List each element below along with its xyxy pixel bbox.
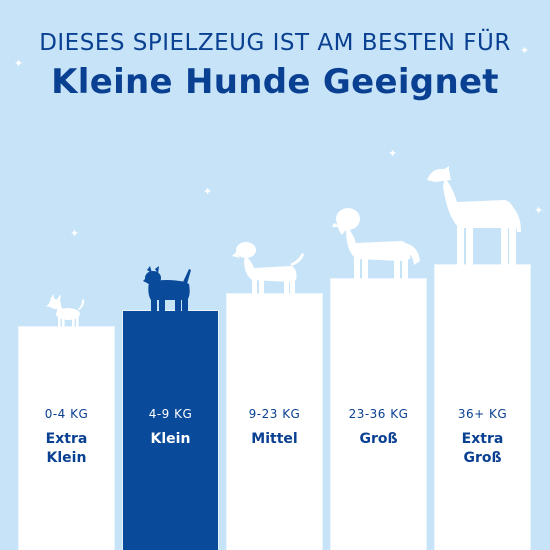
weight-range-label: 36+ KG <box>457 407 508 421</box>
weight-range-label: 0-4 KG <box>44 407 89 421</box>
bark-logo: BARK <box>447 500 514 524</box>
size-column-klein: 4-9 KG Klein <box>123 311 218 550</box>
size-column-mittel: 9-23 KG Mittel <box>227 294 322 550</box>
size-name-label: Mittel <box>251 431 298 447</box>
fluffy-dog-icon <box>332 208 420 281</box>
weight-range-label: 4-9 KG <box>148 407 193 421</box>
size-name-label: Groß <box>359 431 398 447</box>
terrier-icon <box>143 266 191 312</box>
star-icon: ✦ <box>388 147 398 160</box>
size-name-label: Extra Groß <box>461 431 504 466</box>
star-icon: ✦ <box>534 204 544 217</box>
weight-range-label: 23-36 KG <box>348 407 409 421</box>
size-name-label: Extra Klein <box>45 431 88 466</box>
star-icon: ✦ <box>14 57 24 70</box>
medium-dog-icon <box>232 242 304 296</box>
great-dane-icon <box>427 166 521 266</box>
page-subtitle: DIESES SPIELZEUG IST AM BESTEN FÜR <box>39 30 511 56</box>
weight-range-label: 9-23 KG <box>248 407 301 421</box>
size-column-extra-klein: 0-4 KG Extra Klein <box>19 327 114 550</box>
size-column-gross: 23-36 KG Groß <box>331 279 426 550</box>
page-title: Kleine Hunde Geeignet <box>51 62 499 102</box>
size-name-label: Klein <box>150 431 191 447</box>
star-icon: ✦ <box>203 185 213 198</box>
size-column-extra-gross: 36+ KG Extra Groß <box>435 265 530 550</box>
chihuahua-icon <box>46 294 85 328</box>
star-icon: ✦ <box>70 227 80 240</box>
star-icon: ✦ <box>520 44 530 57</box>
